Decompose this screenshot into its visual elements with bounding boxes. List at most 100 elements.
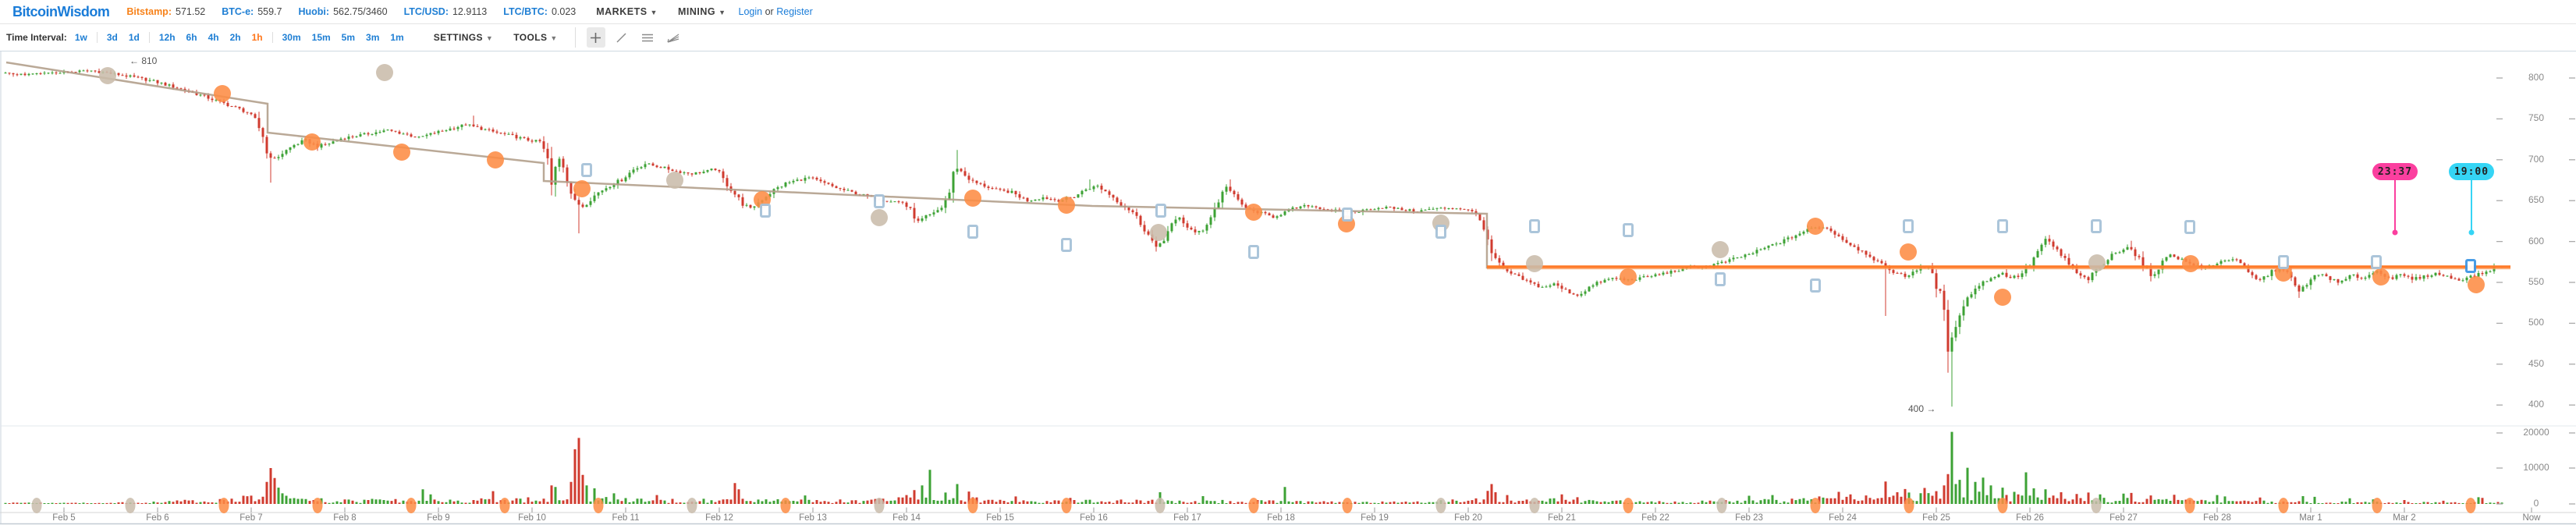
trade-marker-gray	[871, 209, 888, 226]
annotation-square	[967, 225, 978, 239]
mining-menu[interactable]: MINING ▼	[677, 6, 726, 17]
time-axis-label: Feb 27	[2109, 513, 2138, 523]
price-axis-label: 650	[2528, 194, 2545, 206]
interval-1d[interactable]: 1d	[128, 32, 140, 43]
day-marker-orange	[2184, 498, 2195, 513]
ticker-ltcbtc[interactable]: LTC/BTC: 0.023	[503, 6, 576, 17]
ticker-bitstamp[interactable]: Bitstamp: 571.52	[126, 6, 205, 17]
horizontal-lines-icon[interactable]	[638, 27, 657, 48]
time-axis-label: Feb 22	[1641, 513, 1669, 523]
time-axis-label: Feb 9	[427, 513, 450, 523]
ticker-value: 571.52	[176, 6, 206, 17]
settings-menu[interactable]: SETTINGS ▼	[433, 32, 494, 43]
ticker-ltcusd[interactable]: LTC/USD: 12.9113	[404, 6, 488, 17]
interval-1m[interactable]: 1m	[390, 32, 404, 43]
login-link[interactable]: Login	[738, 6, 763, 17]
price-axis-label: 750	[2528, 112, 2545, 124]
ticker-huobi[interactable]: Huobi: 562.75/3460	[298, 6, 387, 17]
trade-marker-gray	[376, 64, 393, 81]
chart-area: 800 750 700 650 600 550 500 450 400 20000 10000 0 Fe…	[0, 51, 2576, 525]
interval-5m[interactable]: 5m	[341, 32, 356, 43]
interval-12h[interactable]: 12h	[158, 32, 176, 43]
logo[interactable]: BitcoinWisdom	[12, 3, 110, 20]
ticker-label: Bitstamp:	[126, 6, 172, 17]
ticker-btce[interactable]: BTC-e: 559.7	[222, 6, 282, 17]
trade-marker-orange	[964, 190, 981, 207]
trade-marker-orange	[214, 85, 231, 102]
annotation-square	[1623, 223, 1634, 237]
day-marker-orange	[406, 498, 417, 513]
day-marker-orange	[1248, 498, 1259, 513]
trade-marker-gray	[666, 172, 683, 189]
trade-marker-gray	[1150, 224, 1167, 241]
interval-3m[interactable]: 3m	[366, 32, 380, 43]
day-marker-orange	[312, 498, 323, 513]
trendline-icon[interactable]	[612, 27, 631, 48]
volume-axis-label: 20000	[2523, 427, 2549, 438]
register-link[interactable]: Register	[776, 6, 813, 17]
markets-menu[interactable]: MARKETS ▼	[596, 6, 658, 17]
low-price-label: 400 →	[1908, 403, 1936, 414]
time-axis-label: Feb 20	[1454, 513, 1482, 523]
annotation-square	[1903, 219, 1914, 233]
time-axis-label: Feb 14	[892, 513, 921, 523]
day-marker-gray	[1716, 498, 1727, 513]
day-marker-gray	[2091, 498, 2102, 513]
time-bubble-cyan[interactable]: 19:00	[2449, 163, 2494, 180]
trade-marker-orange	[1900, 243, 1917, 261]
time-interval-label: Time Interval:	[6, 32, 67, 43]
volume-bars-up	[4, 431, 2503, 504]
arrow-rays-icon[interactable]	[664, 27, 683, 48]
time-axis-label: Feb 7	[240, 513, 263, 523]
annotation-square	[1810, 278, 1821, 293]
annotation-square	[1715, 272, 1726, 286]
trade-marker-orange	[2182, 255, 2199, 272]
interval-group: 3d 1d	[96, 32, 149, 43]
interval-3d[interactable]: 3d	[106, 32, 118, 43]
ticker-label: LTC/USD:	[403, 6, 449, 17]
price-axis-label: 600	[2528, 235, 2545, 247]
day-marker-gray	[1435, 498, 1446, 513]
chart-canvas[interactable]	[0, 51, 2576, 525]
annotation-square	[2371, 255, 2382, 269]
chevron-down-icon: ▼	[650, 9, 658, 16]
tools-menu[interactable]: TOOLS ▼	[513, 32, 558, 43]
candle-wicks-up	[5, 69, 2503, 407]
interval-1h[interactable]: 1h	[251, 32, 263, 43]
interval-1w[interactable]: 1w	[74, 32, 87, 43]
day-marker-gray	[874, 498, 885, 513]
trade-marker-orange	[2372, 268, 2390, 286]
trend-line[interactable]	[5, 61, 1506, 269]
trade-marker-orange	[1620, 268, 1637, 286]
time-axis-label: Feb 11	[612, 513, 640, 523]
time-axis-label: Feb 8	[333, 513, 357, 523]
trade-marker-gray	[1526, 255, 1543, 272]
interval-2h[interactable]: 2h	[229, 32, 241, 43]
volume-axis-label: 10000	[2523, 462, 2549, 473]
annotation-square	[1997, 219, 2008, 233]
annotation-square	[1342, 208, 1353, 222]
price-axis-label: 800	[2528, 72, 2545, 83]
time-axis-label: Mar 1	[2299, 513, 2322, 523]
time-axis-label: Feb 28	[2203, 513, 2231, 523]
time-axis-label: Now	[2522, 513, 2541, 523]
crosshair-icon[interactable]	[586, 27, 605, 48]
time-axis-label: Mar 2	[2393, 513, 2416, 523]
day-marker-orange	[2372, 498, 2383, 513]
price-axis-label: 450	[2528, 357, 2545, 369]
annotation-square	[1061, 238, 1072, 252]
annotation-square	[1155, 204, 1166, 218]
interval-group: 30m 15m 5m 3m 1m	[271, 32, 413, 43]
time-axis-label: Feb 16	[1080, 513, 1108, 523]
ticker-label: Huobi:	[298, 6, 330, 17]
day-marker-orange	[1342, 498, 1353, 513]
interval-4h[interactable]: 4h	[208, 32, 219, 43]
annotation-square	[581, 163, 592, 177]
interval-15m[interactable]: 15m	[311, 32, 331, 43]
time-bubble-pink[interactable]: 23:37	[2372, 163, 2418, 180]
time-axis-label: Feb 10	[518, 513, 546, 523]
interval-6h[interactable]: 6h	[186, 32, 197, 43]
interval-30m[interactable]: 30m	[282, 32, 301, 43]
day-marker-orange	[780, 498, 791, 513]
trade-marker-orange	[303, 133, 321, 151]
